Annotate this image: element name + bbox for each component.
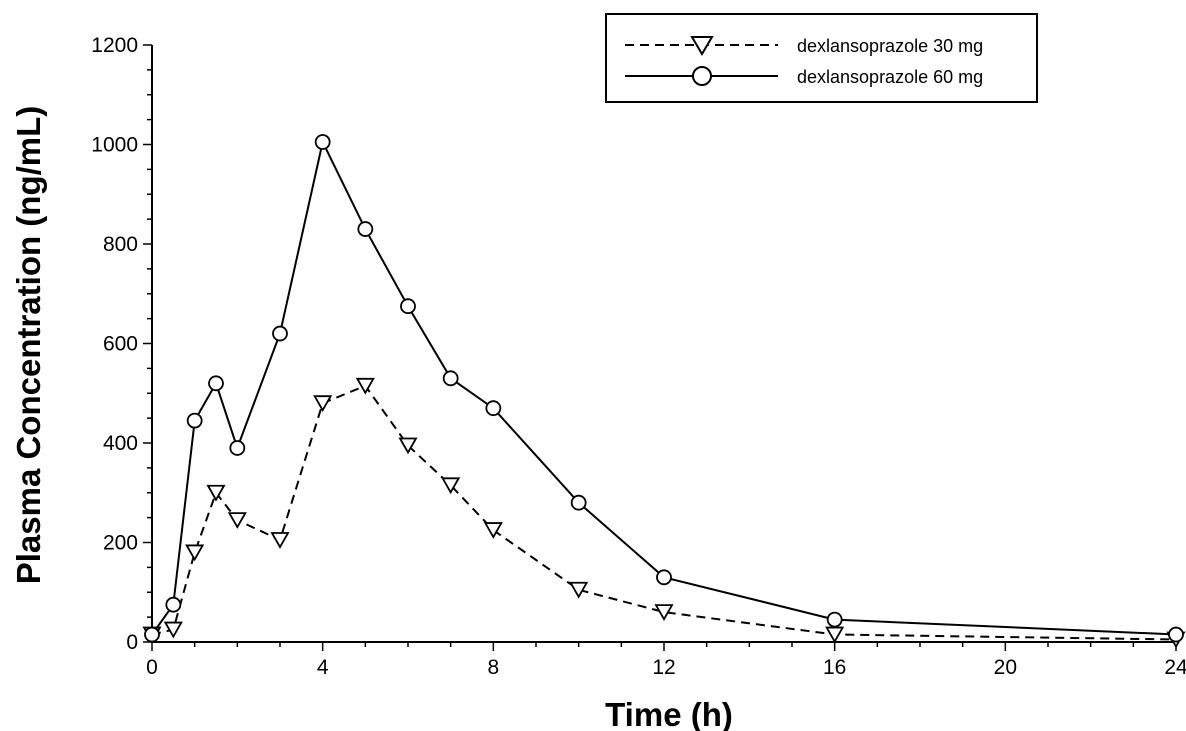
- data-point-circle: [357, 221, 374, 237]
- data-point-circle: [144, 626, 160, 643]
- y-tick-label: 800: [103, 233, 138, 256]
- data-point-circle: [400, 298, 416, 315]
- data-point-triangle: [398, 437, 418, 455]
- series-line: [151, 138, 1177, 636]
- x-tick-label: 16: [823, 656, 846, 679]
- data-point-circle: [570, 494, 587, 511]
- data-point-triangle: [483, 522, 503, 539]
- data-point-triangle: [441, 477, 461, 495]
- series-30mg: [142, 377, 1186, 649]
- data-point-circle: [656, 569, 672, 586]
- data-point-triangle: [270, 532, 290, 549]
- x-tick-label: 20: [994, 656, 1017, 679]
- legend-marker-30mg: [690, 36, 714, 56]
- data-point-triangle: [185, 544, 205, 562]
- x-axis-title: Time (h): [605, 696, 733, 731]
- data-point-triangle: [313, 395, 333, 413]
- data-point-circle: [272, 325, 288, 342]
- x-tick-label: 4: [317, 656, 329, 679]
- y-axis-title: Plasma Concentration (ng/mL): [10, 106, 47, 585]
- data-point-triangle: [569, 581, 589, 599]
- x-tick-label: 8: [487, 656, 499, 679]
- series-layer: [142, 134, 1186, 649]
- x-tick-label: 12: [652, 656, 675, 679]
- data-point-circle: [229, 440, 246, 456]
- data-point-triangle: [825, 626, 845, 644]
- y-tick-label: 0: [126, 631, 138, 654]
- series-line: [151, 384, 1177, 641]
- y-tick-label: 400: [103, 432, 138, 455]
- data-point-circle: [186, 412, 203, 429]
- legend: dexlansoprazole 30 mg dexlansoprazole 60…: [605, 13, 1038, 103]
- data-point-circle: [485, 400, 502, 417]
- series-60mg: [144, 134, 1184, 643]
- y-tick-label: 1200: [91, 34, 138, 57]
- legend-box: [605, 13, 1038, 103]
- data-point-triangle: [355, 377, 375, 395]
- data-point-triangle: [654, 604, 674, 621]
- legend-label-60mg: dexlansoprazole 60 mg: [797, 67, 983, 87]
- data-point-triangle: [206, 484, 226, 502]
- data-point-circle: [165, 596, 182, 613]
- legend-marker-60mg: [692, 66, 712, 86]
- y-tick-label: 200: [103, 532, 138, 555]
- data-point-circle: [314, 134, 331, 150]
- y-tick-label: 1000: [91, 134, 138, 157]
- data-point-circle: [1168, 626, 1184, 643]
- y-tick-label: 600: [103, 333, 138, 356]
- axes: 0 4 8 12 16 20 24 0 200 400 600 800 1000 1200: [91, 34, 1186, 679]
- data-point-circle: [826, 611, 843, 628]
- legend-label-30mg: dexlansoprazole 30 mg: [797, 36, 983, 56]
- data-point-triangle: [163, 621, 183, 639]
- data-point-circle: [208, 375, 224, 392]
- x-tick-label: 24: [1164, 656, 1186, 679]
- data-point-circle: [442, 370, 459, 387]
- x-tick-label: 0: [146, 656, 158, 679]
- data-point-triangle: [227, 512, 247, 529]
